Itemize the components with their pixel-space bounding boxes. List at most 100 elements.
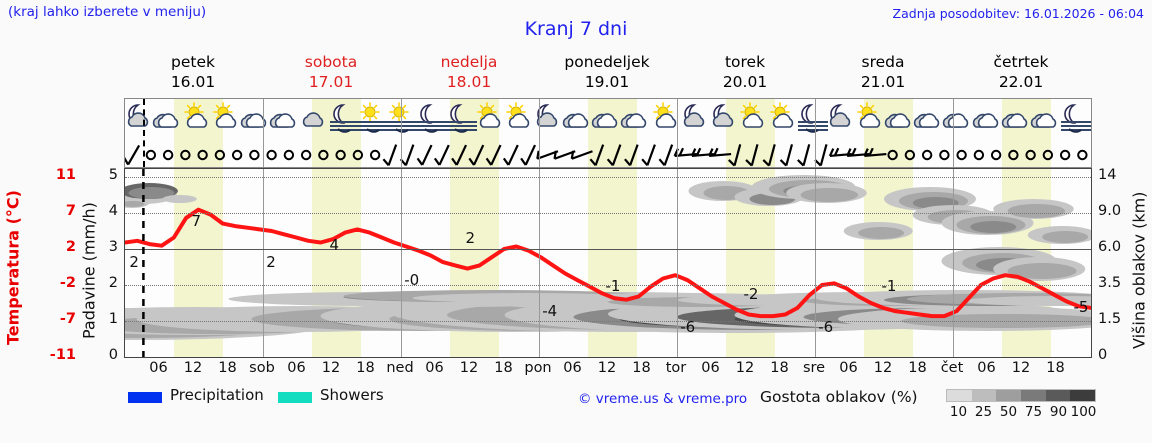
temperature-point-label: 4 [329,236,340,255]
wind-calm-symbol [921,149,933,161]
wind-calm-symbol [1025,149,1036,161]
wind-calm-symbol [904,149,916,161]
x-axis-tick: 18 [770,360,789,376]
day-name: petek [171,53,215,71]
temperature-tick: 2 [65,239,76,255]
temperature-point-label: -1 [605,277,621,296]
moon-fog-icon [1061,104,1091,133]
temperature-point-label: -2 [743,285,759,304]
plot-day-separator [539,169,540,357]
wind-barb [416,144,433,166]
plot-day-separator [263,169,264,357]
plot-gridline [125,213,1091,214]
day-name: sreda [861,53,905,71]
day-header-petek: petek 16.01 [124,52,262,96]
day-header-četrtek: četrtek 22.01 [952,52,1090,96]
wind-calm-symbol [249,149,260,161]
cloud-icon [913,113,940,128]
cloud-density-tick: 50 [999,404,1018,420]
sun-cloud-icon [477,102,501,128]
wind-barb [762,144,776,167]
temperature-point-label: -1 [881,277,897,296]
current-time-marker-band [143,99,146,167]
x-axis-tick: 18 [356,360,375,376]
band-day-separator [401,99,402,167]
precipitation-tick: 1 [108,311,118,327]
sun-cloud-icon [652,102,676,128]
last-update-label: Zadnja posodobitev: 16.01.2026 - 06:04 [892,6,1144,21]
wind-calm-symbol [180,149,191,161]
wind-calm-symbol [283,149,295,161]
location-menu-note[interactable]: (kraj lahko izberete v meniju) [8,4,207,20]
cloud-density-step-10 [947,390,972,401]
day-header-ponedeljek: ponedeljek 19.01 [538,52,676,96]
temperature-point-label: -0 [404,270,420,289]
temperature-curve [125,207,1091,319]
cloud-density-legend-bar [946,389,1096,402]
cloud-density-step-100 [1070,390,1096,401]
precipitation-tick: 5 [108,167,118,183]
wind-calm-symbol [973,149,985,161]
wind-barb [658,144,674,167]
cloudheight-tick: 14 [1098,167,1117,183]
wind-calm-symbol [887,149,898,161]
band-day-separator [815,99,816,167]
wind-barb [125,144,141,166]
x-axis-tick: 06 [287,360,306,376]
moon-cloud-icon [683,104,705,127]
wind-barb [624,144,639,167]
wind-barb [728,144,742,167]
moon-fog-icon [797,104,828,133]
temperature-tick: 11 [55,167,76,183]
x-axis-tick: 06 [425,360,444,376]
temperature-point-label: 2 [266,252,276,271]
cloud-icon [1001,113,1028,128]
wind-barb [606,144,622,167]
plot-day-separator [677,169,678,357]
precipitation-tick: 2 [108,275,118,291]
wind-calm-symbol [1059,149,1071,161]
wind-barb [485,144,502,166]
x-axis-tick: 12 [459,360,479,376]
wind-calm-symbol [145,149,157,161]
temperature-tick: -7 [59,311,76,327]
moon-cloud-icon [712,104,734,127]
moon-cloud-icon [829,104,851,127]
wind-barb [745,144,759,167]
temperature-point-label: 2 [465,228,476,247]
temperature-point-label: -5 [1073,297,1089,316]
copyright-link[interactable]: © vreme.us & vreme.pro [578,391,748,407]
cloudheight-tick: 0 [1098,347,1108,363]
day-header-sreda: sreda 21.01 [814,52,952,96]
temperature-point-label: -4 [542,301,558,320]
wind-barb [814,144,828,167]
wind-calm-symbol [939,149,950,161]
cloud-density-blob [1042,231,1089,243]
x-axis-tick: 18 [632,360,651,376]
wind-barb [708,147,732,158]
moon-fog-icon [417,104,448,133]
wind-calm-symbol [231,149,243,161]
day-name: sobota [304,53,358,71]
wind-calm-symbol [352,149,364,161]
wind-calm-symbol [214,149,226,161]
cloud-density-tick: 25 [974,404,993,420]
wind-calm-symbol [300,149,312,161]
sun-fog-icon [358,102,389,133]
cloud-icon [152,113,179,128]
sun-cloud-icon [506,102,530,128]
precipitation-tick: 3 [108,239,118,255]
cloud-density-blob [970,221,1017,233]
cloud-density-tick: 100 [1070,404,1097,420]
cloudheight-tick: 3.5 [1098,275,1122,291]
wind-calm-symbol [990,149,1002,161]
showers-legend-label: Showers [320,386,384,404]
x-axis-tick: 18 [1046,360,1065,376]
wind-barb [468,144,485,166]
weather-icon-wind-band [124,98,1092,168]
sun-cloud-icon [740,102,764,128]
plot-gridline [125,177,1091,178]
wind-barb [502,144,519,166]
cloud-density-step-25 [971,390,997,401]
temperature-tick: 7 [65,203,76,219]
